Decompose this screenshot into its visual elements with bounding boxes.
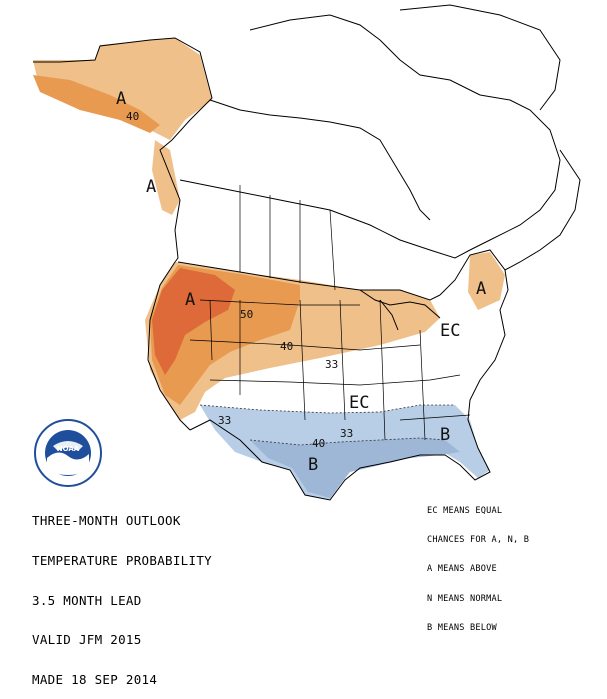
outlook-map: A 40 A A 50 40 33 A EC EC 33 33 40 B B	[33, 4, 581, 501]
label-ne-a: A	[476, 279, 486, 299]
legend-line-2: CHANCES FOR A, N, B	[427, 534, 530, 545]
label-alaska-a: A	[116, 89, 126, 109]
legend-line-4: N MEANS NORMAL	[427, 593, 503, 604]
legend-block: EC MEANS EQUAL CHANCES FOR A, N, B A MEA…	[427, 487, 529, 644]
new-england-above-region	[468, 252, 505, 310]
title-line-3: 3.5 MONTH LEAD	[32, 592, 142, 608]
us-above-50-region	[152, 268, 235, 375]
label-s-33-mid: 33	[340, 427, 353, 440]
label-ec-ne: EC	[440, 321, 460, 341]
coastlines	[33, 4, 581, 501]
noaa-logo-text: NOAA	[57, 445, 80, 453]
label-alaska-40: 40	[126, 110, 139, 123]
outlook-title-block: THREE-MONTH OUTLOOK TEMPERATURE PROBABIL…	[32, 488, 212, 699]
title-line-4: VALID JFM 2015	[32, 632, 142, 648]
label-nw-50: 50	[240, 308, 253, 321]
label-nw-a: A	[185, 290, 195, 310]
bc-coast-above-region	[152, 140, 180, 215]
legend-line-1: EC MEANS EQUAL	[427, 505, 503, 516]
legend-line-5: B MEANS BELOW	[427, 623, 497, 634]
label-ec-mid: EC	[349, 393, 369, 413]
state-province-lines	[189, 185, 471, 441]
label-s-b: B	[308, 455, 318, 475]
alaska-above-33-region	[33, 38, 212, 140]
label-se-b: B	[440, 425, 450, 445]
label-nw-40: 40	[280, 340, 293, 353]
title-line-1: THREE-MONTH OUTLOOK	[32, 513, 181, 529]
label-s-33-west: 33	[218, 414, 231, 427]
label-bc-a: A	[146, 177, 156, 197]
title-line-2: TEMPERATURE PROBABILITY	[32, 553, 212, 569]
title-line-5: MADE 18 SEP 2014	[32, 671, 158, 687]
probability-contours	[199, 404, 455, 446]
legend-line-3: A MEANS ABOVE	[427, 564, 497, 575]
us-below-40-region	[250, 438, 460, 498]
alaska-above-40-region	[33, 75, 160, 133]
noaa-logo: NOAA	[34, 419, 102, 487]
label-s-40: 40	[312, 437, 325, 450]
label-nw-33: 33	[325, 358, 338, 371]
